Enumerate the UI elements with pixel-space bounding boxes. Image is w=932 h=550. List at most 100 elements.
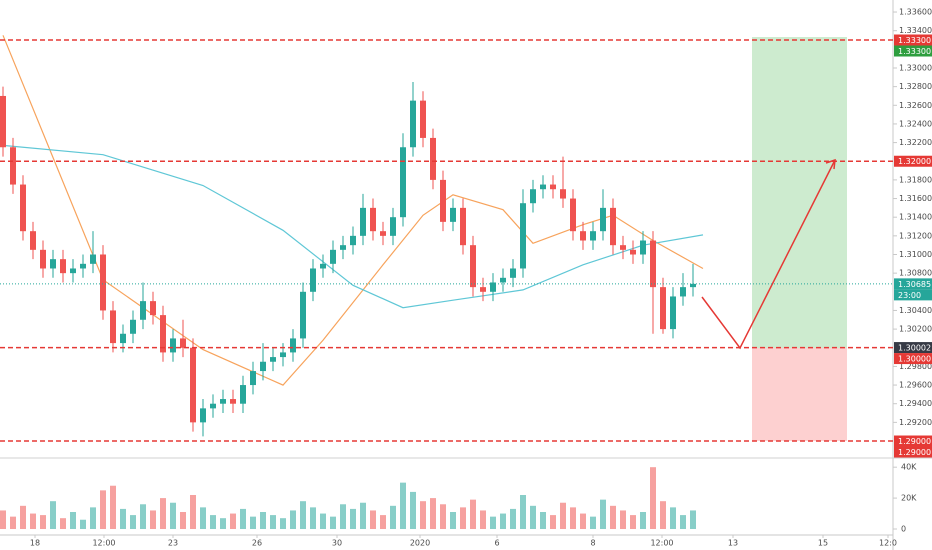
candle-body — [500, 277, 506, 283]
volume-bar — [670, 507, 676, 529]
y-tick-label: 1.29800 — [899, 362, 932, 371]
price-label-box — [894, 353, 932, 365]
candle-body — [640, 240, 646, 255]
candle-body — [0, 95, 6, 148]
candle-body — [470, 245, 476, 288]
volume-bar — [630, 515, 636, 529]
volume-bar — [640, 512, 646, 529]
moving-average — [2, 35, 704, 386]
volume-bar — [350, 508, 356, 529]
volume-bar — [120, 508, 126, 529]
price-label-box — [894, 342, 932, 354]
volume-bar — [360, 502, 366, 529]
y-tick-label: 1.32200 — [899, 138, 932, 147]
price-label: 1.33300 — [898, 36, 931, 45]
volume-bar — [660, 501, 666, 529]
candle-body — [450, 207, 456, 222]
volume-bar — [250, 516, 256, 529]
candle-body — [100, 254, 106, 311]
candle-body — [560, 189, 566, 199]
y-tick-label: 1.33000 — [899, 63, 932, 72]
y-tick-label: 1.31200 — [899, 231, 932, 240]
candle-body — [440, 179, 446, 222]
price-label-box — [894, 45, 932, 57]
volume-bar — [380, 515, 386, 529]
y-tick-label: 1.29400 — [899, 399, 932, 408]
volume-bar — [590, 516, 596, 529]
volume-bar — [160, 498, 166, 529]
volume-bar — [0, 510, 6, 529]
candle-body — [140, 301, 146, 320]
candle-body — [670, 296, 676, 330]
volume-bar — [300, 501, 306, 529]
volume-bar — [680, 515, 686, 529]
volume-bar — [140, 504, 146, 529]
candle-body — [250, 371, 256, 386]
x-tick-label: 12:00 — [650, 539, 673, 548]
volume-bar — [100, 490, 106, 529]
candle-body — [430, 137, 436, 180]
arrow-head — [825, 158, 836, 170]
y-tick-label: 1.33400 — [899, 26, 932, 35]
y-tick-label: 1.30400 — [899, 306, 932, 315]
candle-body — [80, 263, 86, 269]
candle-body — [260, 361, 266, 372]
volume-bar — [130, 515, 136, 529]
candle-body — [220, 399, 226, 404]
x-tick-label: 13 — [728, 539, 738, 548]
candle-body — [210, 403, 216, 409]
x-tick-label: 8 — [590, 539, 595, 548]
x-tick-label: 30 — [332, 539, 342, 548]
volume-bar — [620, 510, 626, 529]
price-label-box — [894, 289, 932, 301]
price-label: 1.33300 — [898, 47, 931, 56]
volume-bar — [540, 512, 546, 529]
candle-body — [460, 207, 466, 246]
candle-body — [360, 207, 366, 236]
candle-body — [280, 352, 286, 358]
price-label-box — [894, 34, 932, 46]
candle-body — [110, 310, 116, 344]
x-tick-label: 6 — [494, 539, 499, 548]
volume-bar — [60, 518, 66, 529]
candle-body — [200, 408, 206, 423]
candle-body — [410, 100, 416, 148]
volume-bar — [290, 510, 296, 529]
candle-body — [630, 249, 636, 255]
y-tick-label: 1.30800 — [899, 269, 932, 278]
candle-body — [350, 235, 356, 246]
x-tick-label: 12:00 — [92, 539, 115, 548]
volume-bar — [330, 516, 336, 529]
y-tick-label: 1.33600 — [899, 8, 932, 17]
volume-bar — [500, 513, 506, 529]
candle-body — [10, 147, 16, 185]
volume-bar — [650, 467, 656, 529]
volume-bar — [70, 512, 76, 529]
x-tick-label: 18 — [30, 539, 40, 548]
volume-tick-label: 0 — [901, 525, 906, 534]
candle-body — [160, 315, 166, 353]
candle-body — [230, 399, 236, 404]
candle-body — [490, 282, 496, 292]
volume-bar — [410, 491, 416, 529]
candle-body — [580, 231, 586, 241]
volume-bar — [200, 507, 206, 529]
volume-bar — [110, 485, 116, 529]
y-tick-label: 1.32600 — [899, 101, 932, 110]
volume-bar — [170, 502, 176, 529]
volume-bar — [550, 515, 556, 529]
candle-body — [620, 245, 626, 250]
candle-body — [90, 254, 96, 264]
y-tick-label: 1.32800 — [899, 82, 932, 91]
candle-body — [20, 184, 26, 232]
candle-body — [30, 231, 36, 250]
volume-bar — [490, 516, 496, 529]
x-tick-label: 15 — [818, 539, 828, 548]
candle-body — [370, 207, 376, 232]
volume-bar — [400, 482, 406, 529]
volume-bar — [570, 507, 576, 529]
volume-bar — [610, 505, 616, 529]
price-label-box — [894, 435, 932, 447]
volume-bar — [440, 504, 446, 529]
volume-bar — [90, 507, 96, 529]
